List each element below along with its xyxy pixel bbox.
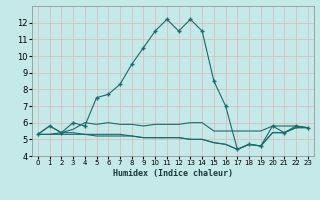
- X-axis label: Humidex (Indice chaleur): Humidex (Indice chaleur): [113, 169, 233, 178]
